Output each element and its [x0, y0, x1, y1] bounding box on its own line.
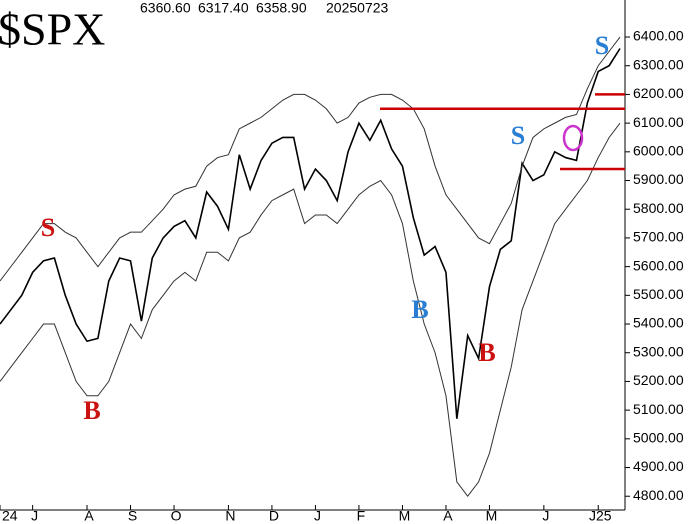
signal-label: B: [411, 295, 428, 324]
signal-label: S: [511, 121, 525, 150]
y-tick-label: 5800.00: [633, 200, 684, 216]
y-tick-label: 5700.00: [633, 229, 684, 245]
x-tick-label: J25: [589, 508, 612, 524]
price-line: [0, 48, 621, 419]
x-tick-label: F: [357, 508, 366, 524]
x-tick-label: D: [269, 508, 279, 524]
header-date: 20250723: [326, 0, 389, 16]
signal-label: B: [83, 396, 100, 425]
y-tick-label: 5000.00: [633, 430, 684, 446]
x-tick-label: A: [443, 508, 453, 524]
x-tick-label: J: [31, 508, 38, 524]
x-tick-label: A: [84, 508, 94, 524]
x-tick-label: M: [486, 508, 498, 524]
x-tick-label: O: [171, 508, 182, 524]
y-tick-label: 5500.00: [633, 286, 684, 302]
x-tick-label: S: [128, 508, 137, 524]
y-tick-label: 6300.00: [633, 56, 684, 72]
x-tick-label: J: [314, 508, 321, 524]
x-tick-label: 24: [2, 508, 18, 524]
x-tick-label: J: [542, 508, 549, 524]
signal-label: S: [41, 213, 55, 242]
band-line: [0, 36, 621, 282]
y-tick-label: 4800.00: [633, 487, 684, 503]
y-tick-label: 5200.00: [633, 372, 684, 388]
y-tick-label: 4900.00: [633, 458, 684, 474]
chart-title: $SPX: [0, 4, 105, 55]
x-tick-label: N: [225, 508, 235, 524]
header-close: 6358.90: [256, 0, 307, 16]
signal-label: B: [478, 338, 495, 367]
header-open: 6360.60: [140, 0, 191, 16]
y-tick-label: 5400.00: [633, 315, 684, 331]
y-tick-label: 5300.00: [633, 343, 684, 359]
y-tick-label: 6200.00: [633, 85, 684, 101]
y-tick-label: 6100.00: [633, 114, 684, 130]
header-low: 6317.40: [198, 0, 249, 16]
y-tick-label: 5100.00: [633, 401, 684, 417]
x-tick-label: M: [399, 508, 411, 524]
signal-label: S: [595, 31, 609, 60]
band-line: [0, 122, 621, 498]
y-tick-label: 6400.00: [633, 28, 684, 44]
y-tick-label: 5600.00: [633, 257, 684, 273]
y-tick-label: 6000.00: [633, 143, 684, 159]
highlight-circle: [562, 124, 584, 152]
y-tick-label: 5900.00: [633, 171, 684, 187]
